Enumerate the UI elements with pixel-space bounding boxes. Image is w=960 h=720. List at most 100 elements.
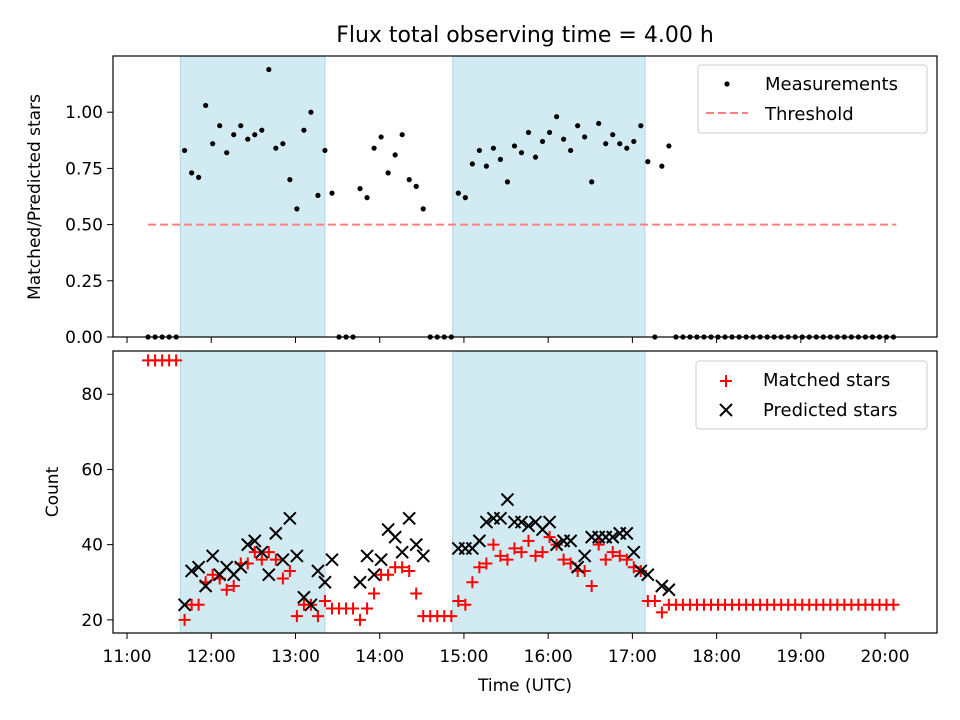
matched-star-marker: [466, 576, 479, 589]
predicted-star-marker: [184, 564, 199, 578]
matched-star-marker: [318, 595, 331, 608]
matched-star-marker: [248, 546, 261, 559]
measurement-point: [469, 161, 475, 167]
top-y-tick-label: 0.50: [65, 216, 103, 236]
measurement-point: [539, 138, 546, 145]
matched-star-marker: [396, 561, 409, 574]
predicted-star-marker: [290, 549, 304, 563]
legend-predicted-marker: [719, 403, 733, 417]
matched-star-marker: [347, 602, 360, 615]
predicted-star-marker: [521, 519, 536, 533]
top-plot-frame: [112, 55, 938, 338]
measurement-point: [504, 179, 511, 185]
legend-matched-label: Matched stars: [763, 370, 890, 391]
predicted-star-marker: [374, 552, 388, 567]
bottom-legend: Matched stars Predicted stars: [695, 360, 928, 430]
measurement-point: [532, 154, 539, 160]
legend-predicted-label: Predicted stars: [763, 400, 897, 421]
matched-star-marker: [536, 546, 549, 559]
predicted-star-marker: [255, 545, 269, 559]
measurement-point: [413, 183, 419, 189]
measurement-point: [357, 186, 363, 192]
bottom-shaded-intervals: [179, 350, 646, 634]
bottom-plot-frame: [112, 350, 938, 634]
measurement-point: [568, 147, 574, 154]
predicted-star-marker: [514, 515, 529, 529]
top-y-tick-label: 0.75: [65, 159, 103, 179]
predicted-star-marker: [500, 492, 515, 507]
measurement-point: [546, 129, 553, 136]
measurement-point: [638, 123, 644, 129]
predicted-star-marker: [353, 575, 367, 589]
predicted-star-marker: [577, 549, 592, 563]
bottom-x-axis: 11:00 12:00 13:00 14:00 15:00 16:00 17:00 18:00…: [103, 633, 910, 667]
x-tick-label: 19:00: [776, 647, 825, 667]
measurement-point: [631, 138, 637, 145]
predicted-star-marker: [416, 549, 430, 563]
predicted-star-marker: [241, 537, 255, 552]
x-tick-label: 16:00: [524, 647, 573, 667]
matched-star-marker: [529, 549, 542, 562]
measurement-point: [371, 145, 377, 151]
predicted-star-marker: [606, 530, 620, 544]
predicted-star-marker: [304, 598, 318, 612]
matched-star-marker: [599, 553, 612, 566]
matched-star-marker: [311, 610, 324, 623]
predicted-star-marker: [325, 552, 339, 567]
bottom-y-axis: 20 40 60 80: [81, 385, 113, 631]
measurement-point: [525, 129, 532, 136]
matched-star-marker: [361, 602, 374, 615]
matched-star-marker: [592, 538, 605, 551]
measurement-point: [252, 132, 258, 138]
measurement-point: [511, 143, 518, 149]
measurement-point: [406, 177, 412, 183]
bottom-y-tick-label: 40: [81, 536, 103, 556]
top-y-tick-label: 0.25: [65, 272, 103, 292]
measurement-point: [280, 141, 286, 147]
measurement-point: [617, 141, 623, 147]
measurement-point: [294, 206, 300, 212]
predicted-star-marker: [191, 560, 206, 574]
top-y-tick-label: 0.00: [65, 328, 103, 348]
bottom-legend-box: [695, 360, 928, 430]
predicted-star-marker: [395, 545, 409, 559]
measurement-point: [287, 177, 293, 183]
matched-star-marker: [192, 598, 205, 611]
matched-star-marker: [620, 553, 633, 566]
measurement-point: [497, 156, 504, 163]
matched-star-marker: [613, 549, 626, 562]
predicted-star-marker: [177, 598, 192, 612]
legend-threshold-label: Threshold: [764, 104, 854, 125]
predicted-star-marker: [493, 511, 508, 526]
matched-star-marker: [655, 606, 668, 619]
matched-star-marker: [606, 546, 619, 559]
matched-star-marker: [459, 598, 472, 611]
measurement-point: [392, 152, 398, 158]
predicted-star-marker: [276, 552, 290, 567]
measurement-point: [266, 66, 272, 73]
top-shaded-interval: [179, 55, 326, 338]
matched-star-marker: [170, 354, 183, 367]
measurement-point: [217, 123, 223, 129]
matched-star-marker: [206, 568, 219, 581]
measurement-point: [645, 159, 651, 165]
matched-star-marker: [290, 610, 303, 623]
matched-star-marker: [178, 613, 191, 626]
top-x-ticks: [126, 337, 886, 343]
measurement-point: [203, 102, 209, 109]
predicted-star-marker: [311, 564, 325, 578]
x-axis-label: Time (UTC): [477, 676, 572, 696]
measurement-point: [666, 143, 672, 149]
x-tick-label: 12:00: [187, 647, 236, 667]
x-tick-label: 11:00: [103, 647, 152, 667]
predicted-star-marker: [479, 515, 494, 529]
measurement-point: [455, 190, 461, 196]
predicted-star-marker: [283, 511, 297, 526]
top-panel: 0.00 0.25 0.50 0.75 1.00 Matched/Predicted s…: [25, 55, 938, 348]
predicted-star-marker: [409, 537, 423, 552]
x-tick-label: 13:00: [271, 647, 320, 667]
chart-title: Flux total observing time = 4.00 h: [336, 23, 714, 48]
measurement-point: [476, 147, 482, 154]
measurement-point: [259, 127, 265, 133]
matched-star-marker: [255, 553, 268, 566]
